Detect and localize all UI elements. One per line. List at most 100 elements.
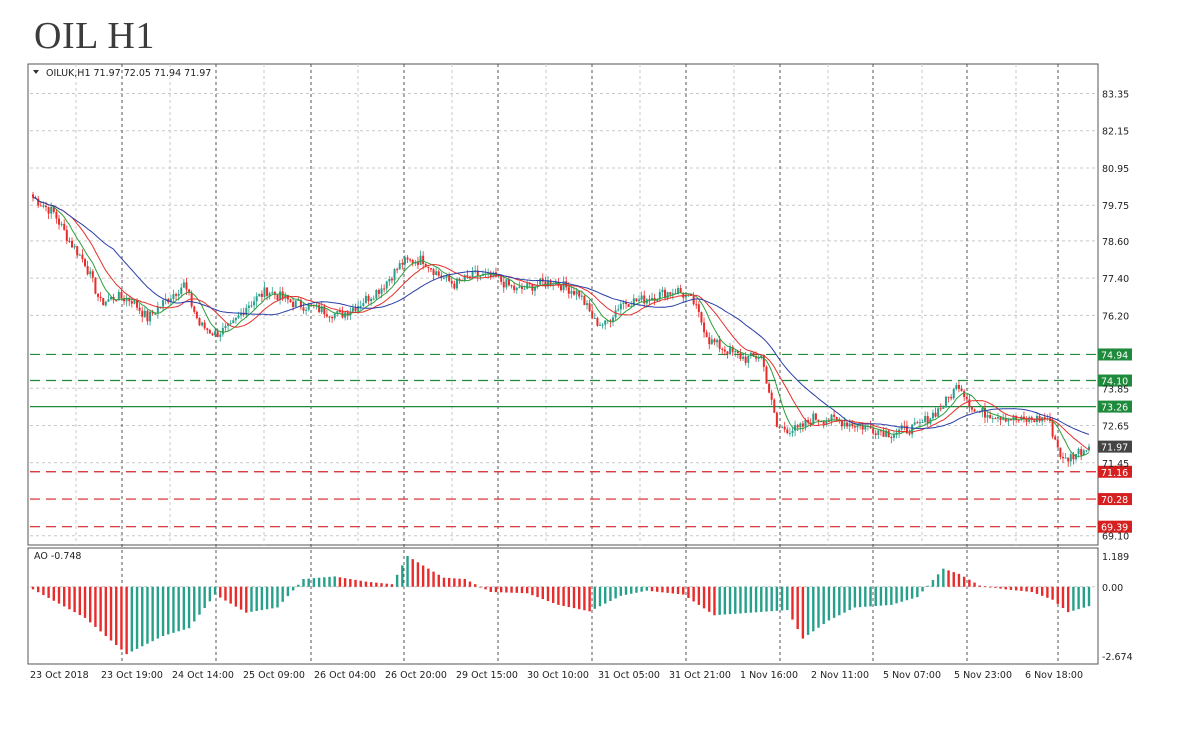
candle-body (367, 295, 370, 302)
ao-bar (853, 586, 857, 608)
candle-body (809, 422, 812, 425)
ao-bar (494, 586, 498, 593)
ao-bar (499, 586, 503, 593)
candle-body (370, 298, 373, 302)
candle-body (781, 426, 784, 428)
ao-bar (999, 586, 1002, 589)
ao-bar (401, 565, 404, 587)
candle-body (76, 246, 79, 256)
ao-panel (27, 547, 1099, 665)
candle-body (507, 279, 510, 286)
candle-body (669, 292, 672, 295)
candle-body (37, 198, 40, 206)
candle-body (39, 205, 42, 207)
candle-body (318, 304, 321, 313)
candle-body (752, 352, 755, 357)
ao-bar (905, 586, 909, 601)
candle-body (247, 305, 250, 308)
candle-body (416, 262, 419, 265)
ao-bar (952, 572, 955, 587)
ao-bar (650, 586, 654, 592)
candle-body (721, 348, 724, 350)
candle-body (814, 413, 817, 420)
candle-body (484, 273, 487, 275)
level-badge-label: 74.10 (1101, 377, 1128, 388)
candle-body (362, 303, 365, 306)
candle-body (245, 307, 248, 315)
ao-bar (323, 577, 326, 587)
candle-body (476, 270, 479, 277)
candle-body (172, 294, 175, 299)
ao-bar (385, 583, 388, 587)
candle-body (229, 323, 232, 325)
candle-body (1028, 417, 1031, 422)
candle-body (146, 310, 149, 322)
candle-body (1056, 439, 1059, 448)
candle-body (773, 399, 776, 413)
ao-bar (172, 586, 175, 633)
candle-body (289, 299, 292, 303)
candle-body (937, 408, 940, 417)
candle-body (453, 283, 456, 289)
ao-bar (369, 582, 373, 587)
candle-body (466, 275, 469, 277)
candle-body (58, 218, 61, 225)
ao-bar (708, 586, 711, 612)
chevron-down-icon[interactable] (33, 70, 39, 74)
ao-bar (827, 586, 831, 621)
candle-body (952, 388, 955, 399)
ao-bar (130, 586, 134, 652)
ao-bar (557, 586, 560, 605)
candle-body (375, 289, 378, 299)
candle-body (765, 366, 768, 384)
ao-bar (848, 586, 851, 611)
ao-bar (1014, 586, 1018, 591)
candle-body (599, 324, 602, 326)
candle-body (419, 255, 422, 265)
ao-bar (551, 586, 555, 603)
ao-bar (94, 586, 97, 627)
candle-body (939, 408, 942, 410)
support-resistance-levels: 74.94 74.10 73.26 71.97 71.16 70.28 69.39 (30, 348, 1132, 534)
candle-body (627, 304, 630, 307)
candle-body (879, 430, 882, 432)
candle-body (612, 317, 615, 322)
time-tick-label: 25 Oct 09:00 (243, 670, 305, 681)
candle-body (957, 385, 960, 389)
ao-bar (510, 586, 513, 593)
ao-bar (864, 586, 867, 607)
ao-bar (718, 586, 721, 615)
ao-bar (333, 576, 336, 587)
candle-body (266, 287, 269, 296)
candle-body (268, 293, 271, 296)
candle-body (123, 298, 126, 302)
candle-body (905, 426, 908, 434)
candle-body (775, 412, 778, 427)
candle-body (539, 278, 542, 285)
ao-bar (453, 578, 456, 587)
ao-bar (442, 577, 446, 587)
candle-body (294, 300, 297, 308)
candle-body (617, 309, 620, 311)
candle-body (931, 412, 934, 419)
candle-body (614, 310, 617, 318)
candle-body (409, 259, 412, 261)
candle-body (297, 299, 300, 301)
candle-body (1017, 420, 1020, 422)
level-badge-label: 71.97 (1101, 443, 1128, 454)
candle-body (643, 295, 646, 304)
candle-body (921, 421, 924, 423)
candle-body (450, 280, 453, 284)
candle-body (744, 356, 747, 363)
symbol-header: OILUK,H1 71.97 72.05 71.94 71.97 (46, 68, 211, 79)
ao-bar (489, 586, 492, 592)
ao-bar (104, 586, 108, 636)
level-badge (1098, 520, 1132, 533)
candle-body (211, 333, 214, 336)
ao-bar (921, 586, 924, 592)
candle-body (825, 420, 828, 424)
candle-body (383, 288, 386, 290)
candle-body (1022, 416, 1025, 419)
ao-bar (604, 586, 607, 604)
candle-body (393, 269, 396, 281)
